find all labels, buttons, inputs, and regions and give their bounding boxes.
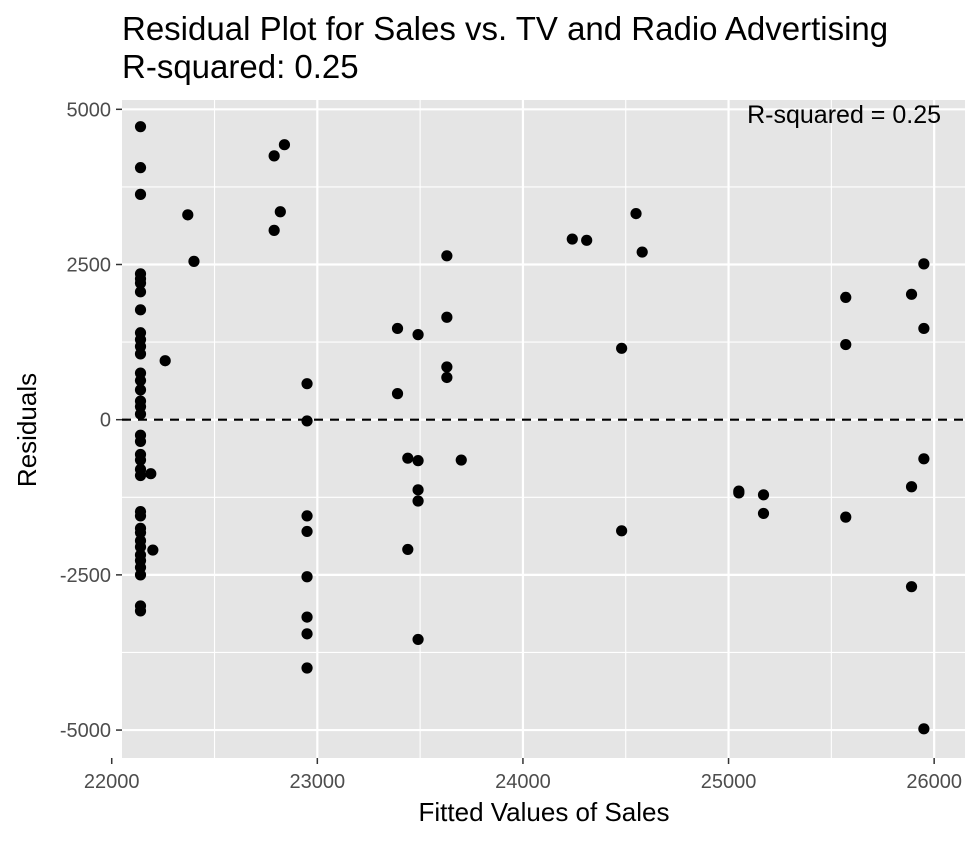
plot-panel xyxy=(122,100,965,758)
data-point xyxy=(301,510,313,522)
data-point xyxy=(905,481,918,493)
data-point xyxy=(412,455,424,467)
data-point xyxy=(566,233,578,245)
data-point xyxy=(905,288,918,300)
y-tick-label: 2500 xyxy=(67,255,112,277)
x-tick-label: 25000 xyxy=(701,771,757,793)
data-point xyxy=(918,453,930,465)
data-point xyxy=(134,384,147,396)
data-point xyxy=(182,209,194,221)
x-tick-label: 26000 xyxy=(906,771,962,793)
data-point xyxy=(391,322,404,335)
data-point xyxy=(134,541,147,553)
data-point xyxy=(636,246,648,258)
data-point xyxy=(134,527,147,539)
data-point xyxy=(134,454,147,466)
data-point xyxy=(134,188,147,200)
chart-subtitle: R-squared: 0.25 xyxy=(122,48,359,85)
data-point xyxy=(147,544,159,556)
data-point xyxy=(134,510,147,522)
data-point xyxy=(134,304,147,316)
data-point xyxy=(301,662,313,674)
data-point xyxy=(134,286,147,298)
y-tick-label: 0 xyxy=(100,410,111,432)
data-point xyxy=(918,322,930,335)
data-point xyxy=(301,628,313,640)
data-point xyxy=(134,374,147,387)
data-point xyxy=(412,495,424,507)
data-point xyxy=(134,121,147,133)
data-point xyxy=(391,388,404,400)
minor-gridlines xyxy=(122,100,965,758)
data-point xyxy=(301,571,313,583)
x-axis-ticks: 22000 23000 24000 25000 26000 xyxy=(84,758,962,793)
data-point xyxy=(441,250,453,262)
data-point xyxy=(145,468,157,480)
data-point xyxy=(134,348,147,360)
data-point xyxy=(301,378,313,390)
data-point xyxy=(840,338,852,351)
data-point xyxy=(441,371,453,384)
data-point xyxy=(918,723,930,735)
data-point xyxy=(616,342,628,354)
y-axis-title: Residuals xyxy=(12,373,42,487)
data-point xyxy=(134,408,147,420)
y-axis-ticks: 5000 2500 0 -2500 -5000 xyxy=(60,99,122,742)
data-point xyxy=(630,207,642,220)
data-point xyxy=(134,277,147,289)
data-point xyxy=(278,139,291,151)
data-point xyxy=(840,511,852,523)
data-point xyxy=(757,507,770,520)
data-point xyxy=(455,454,467,466)
data-point xyxy=(441,311,453,323)
major-gridlines xyxy=(110,100,965,758)
data-point xyxy=(301,611,313,623)
r-squared-annotation: R-squared = 0.25 xyxy=(747,101,941,129)
data-point xyxy=(274,206,286,218)
data-point xyxy=(159,355,171,367)
data-point xyxy=(402,452,414,464)
data-point xyxy=(134,569,147,581)
data-point xyxy=(840,291,852,303)
data-point xyxy=(757,489,770,501)
x-tick-label: 24000 xyxy=(495,771,551,793)
y-tick-label: 5000 xyxy=(67,99,112,121)
data-point xyxy=(412,484,424,496)
data-point xyxy=(268,150,280,162)
x-tick-label: 23000 xyxy=(290,771,346,793)
data-point xyxy=(301,525,313,538)
residual-points xyxy=(134,121,930,735)
chart-title: Residual Plot for Sales vs. TV and Radio… xyxy=(122,10,888,47)
data-point xyxy=(441,361,453,373)
data-point xyxy=(412,329,424,341)
data-point xyxy=(918,258,930,270)
data-point xyxy=(134,605,147,617)
data-point xyxy=(402,543,414,556)
data-point xyxy=(134,435,147,448)
data-point xyxy=(733,487,745,499)
x-axis-title: Fitted Values of Sales xyxy=(419,797,670,827)
data-point xyxy=(134,162,147,174)
y-tick-label: -2500 xyxy=(60,565,111,587)
data-point xyxy=(905,581,918,593)
data-point xyxy=(301,415,313,427)
data-point xyxy=(616,525,628,537)
x-tick-label: 22000 xyxy=(84,771,140,793)
data-point xyxy=(268,224,280,236)
y-tick-label: -5000 xyxy=(60,720,111,742)
data-point xyxy=(188,255,200,267)
data-point xyxy=(134,469,147,482)
data-point xyxy=(581,234,593,246)
data-point xyxy=(412,633,424,646)
